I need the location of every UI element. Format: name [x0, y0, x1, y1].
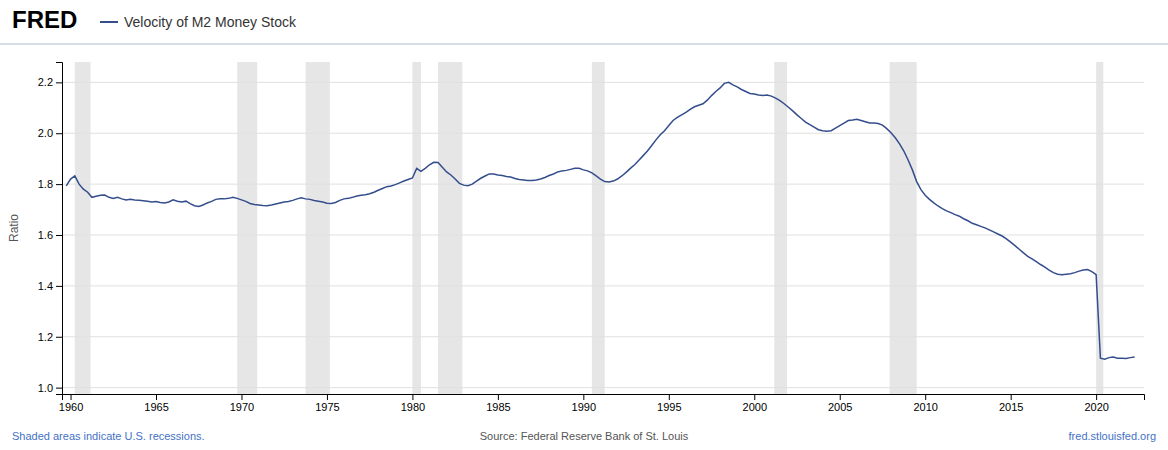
tick: 1.6	[38, 229, 62, 241]
tick-label: 1.6	[38, 229, 53, 241]
tick-mark	[498, 394, 499, 400]
tick-mark	[56, 337, 62, 338]
recession-band	[890, 62, 917, 394]
recession-band	[75, 62, 91, 394]
tick-label: 1960	[59, 401, 83, 413]
tick-label: 2010	[913, 401, 937, 413]
recession-band	[412, 62, 421, 394]
tick: 1.4	[38, 280, 62, 292]
axis-line	[56, 63, 63, 395]
header-separator	[0, 44, 1168, 45]
tick: 1965	[144, 394, 168, 413]
tick-mark	[156, 394, 157, 400]
tick: 1.8	[38, 178, 62, 190]
tick-mark	[56, 388, 62, 389]
tick-label: 2015	[999, 401, 1023, 413]
tick-label: 1990	[572, 401, 596, 413]
tick-label: 1.2	[38, 331, 53, 343]
tick-label: 2.0	[38, 127, 53, 139]
tick: 2000	[743, 394, 767, 413]
tick-label: 1.4	[38, 280, 53, 292]
data-layer	[66, 62, 1134, 394]
tick-mark	[327, 394, 328, 400]
tick-mark	[56, 235, 62, 236]
footer-source: Source: Federal Reserve Bank of St. Loui…	[480, 430, 689, 442]
tick-mark	[925, 394, 926, 400]
tick: 2015	[999, 394, 1023, 413]
tick-mark	[583, 394, 584, 400]
tick-label: 1985	[486, 401, 510, 413]
plot-area: 1960 1965 1970 1975 1980 1985 1990 1995 2000 2005…	[38, 62, 1145, 413]
recession-band	[438, 62, 462, 394]
tick-label: 1980	[401, 401, 425, 413]
recession-band	[237, 62, 257, 394]
tick-mark	[56, 286, 62, 287]
tick: 1975	[315, 394, 339, 413]
tick: 1960	[59, 394, 83, 413]
tick: 1970	[230, 394, 254, 413]
tick-label: 1965	[144, 401, 168, 413]
footer-link: fred.stlouisfed.org	[1069, 430, 1156, 442]
tick-mark	[56, 82, 62, 83]
tick-mark	[1011, 394, 1012, 400]
tick: 2.0	[38, 127, 62, 139]
tick-mark	[754, 394, 755, 400]
tick: 2005	[828, 394, 852, 413]
tick: 1980	[401, 394, 425, 413]
tick: 2010	[913, 394, 937, 413]
footer-note: Shaded areas indicate U.S. recessions.	[12, 430, 205, 442]
logo-text: FRED	[12, 6, 77, 33]
tick-label: 1995	[657, 401, 681, 413]
title-swatch	[100, 21, 118, 23]
tick: 1.0	[38, 382, 62, 394]
tick: 1990	[572, 394, 596, 413]
tick-mark	[412, 394, 413, 400]
axis-line	[63, 395, 1145, 401]
y-axis: 1.0 1.2 1.4 1.6 1.8 2.0 2.2	[38, 63, 63, 395]
series-line	[66, 82, 1134, 359]
tick: 1.2	[38, 331, 62, 343]
tick: 2.2	[38, 76, 62, 88]
tick-label: 1975	[315, 401, 339, 413]
recession-band	[774, 62, 787, 394]
y-axis-title: Ratio	[7, 214, 21, 242]
tick-label: 2005	[828, 401, 852, 413]
tick-mark	[1096, 394, 1097, 400]
tick: 1985	[486, 394, 510, 413]
tick-mark	[669, 394, 670, 400]
tick-label: 2000	[743, 401, 767, 413]
recession-bands	[75, 62, 1103, 394]
title: Velocity of M2 Money Stock	[124, 14, 297, 30]
tick: 1995	[657, 394, 681, 413]
tick: 2020	[1084, 394, 1108, 413]
tick-label: 2.2	[38, 76, 53, 88]
tick-label: 1.0	[38, 382, 53, 394]
tick-mark	[840, 394, 841, 400]
tick-mark	[56, 184, 62, 185]
tick-mark	[71, 394, 72, 400]
tick-label: 2020	[1084, 401, 1108, 413]
tick-label: 1970	[230, 401, 254, 413]
chart: FREDVelocity of M2 Money Stock1960196519…	[0, 0, 1168, 450]
recession-band	[592, 62, 605, 394]
tick-mark	[56, 133, 62, 134]
tick-label: 1.8	[38, 178, 53, 190]
recession-band	[306, 62, 330, 394]
x-axis: 1960 1965 1970 1975 1980 1985 1990 1995 2000 2005…	[59, 394, 1145, 413]
tick-mark	[241, 394, 242, 400]
